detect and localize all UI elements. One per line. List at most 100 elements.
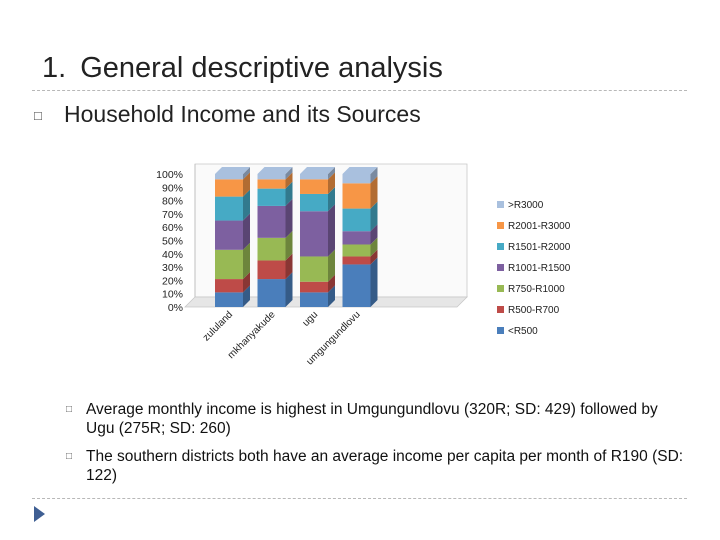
bar-segment-side bbox=[285, 167, 293, 180]
bar-segment-side bbox=[243, 242, 250, 280]
bar-segment bbox=[342, 256, 371, 265]
square-bullet-icon: □ bbox=[66, 451, 73, 462]
bar-segment-side bbox=[370, 224, 378, 245]
legend-swatch bbox=[497, 285, 504, 292]
y-tick-label: 40% bbox=[162, 249, 183, 261]
slide-title: 1. General descriptive analysis bbox=[42, 52, 443, 85]
legend-label: R500-R700 bbox=[508, 305, 560, 316]
y-tick-label: 80% bbox=[162, 196, 183, 208]
bar-segment-side bbox=[243, 167, 250, 180]
bar-segment-side bbox=[328, 249, 335, 282]
legend-label: R2001-R3000 bbox=[508, 221, 571, 232]
bar-segment bbox=[300, 211, 328, 257]
bar-segment-side bbox=[328, 172, 335, 194]
bullet-text-1: Average monthly income is highest in Umg… bbox=[86, 401, 658, 437]
y-tick-label: 10% bbox=[162, 289, 183, 301]
bar-segment-side bbox=[285, 181, 293, 206]
bar-segment bbox=[342, 183, 371, 209]
y-tick-label: 30% bbox=[162, 262, 183, 274]
bar-segment-side bbox=[328, 186, 335, 212]
bar-segment-side bbox=[328, 204, 335, 257]
bar-top-face bbox=[215, 167, 250, 174]
bar-segment-side bbox=[243, 285, 250, 307]
legend-swatch bbox=[497, 222, 504, 229]
bar-segment bbox=[300, 193, 328, 212]
bar-segment-side bbox=[370, 201, 378, 232]
bar-segment bbox=[342, 231, 371, 245]
bar-segment bbox=[257, 179, 286, 189]
legend-label: >R3000 bbox=[508, 200, 544, 211]
bar-segment-side bbox=[243, 213, 250, 250]
footer-divider bbox=[32, 498, 687, 499]
legend-label: <R500 bbox=[508, 326, 538, 337]
bar-segment bbox=[257, 260, 286, 280]
y-tick-label: 90% bbox=[162, 182, 183, 194]
bar-segment-side bbox=[370, 167, 378, 184]
x-tick-label: ugu bbox=[301, 309, 321, 329]
x-tick-label: zululand bbox=[201, 309, 235, 343]
bar-segment-side bbox=[285, 272, 293, 307]
legend-swatch bbox=[497, 327, 504, 334]
bar-segment bbox=[257, 279, 286, 307]
legend-label: R1001-R1500 bbox=[508, 263, 571, 274]
bar-segment-side bbox=[328, 274, 335, 293]
play-triangle-icon[interactable] bbox=[34, 506, 45, 522]
title-text: General descriptive analysis bbox=[80, 52, 443, 84]
title-divider bbox=[32, 90, 687, 91]
bar-segment bbox=[300, 281, 328, 293]
bar-segment bbox=[300, 256, 328, 282]
bar-segment bbox=[257, 174, 286, 180]
bar-segment bbox=[257, 205, 286, 238]
bar-segment bbox=[342, 264, 371, 307]
bar-segment-side bbox=[243, 272, 250, 293]
bar-segment bbox=[215, 196, 243, 221]
income-stacked-bar-chart: 0%10% 20%30%40%50% 60%70%80% 90%100% zululan… bbox=[156, 163, 571, 367]
bar-top-face bbox=[342, 167, 378, 174]
bullet-text-2: The southern districts both have an aver… bbox=[86, 448, 684, 484]
bar-segment bbox=[215, 179, 243, 197]
square-bullet-icon: □ bbox=[34, 108, 42, 123]
square-bullet-icon: □ bbox=[66, 404, 73, 415]
bar-segment-side bbox=[285, 172, 293, 189]
legend-swatch bbox=[497, 201, 504, 208]
bar-segment bbox=[300, 174, 328, 180]
bar-segment bbox=[215, 174, 243, 180]
bar-segment bbox=[215, 292, 243, 307]
bar-segment bbox=[257, 188, 286, 206]
legend-swatch bbox=[497, 306, 504, 313]
bar-segment-side bbox=[285, 230, 293, 261]
bar-top-face bbox=[300, 167, 335, 174]
bar-segment bbox=[215, 279, 243, 293]
y-tick-label: 100% bbox=[156, 169, 183, 181]
y-tick-label: 50% bbox=[162, 236, 183, 248]
legend-label: R750-R1000 bbox=[508, 284, 565, 295]
bar-segment-side bbox=[243, 172, 250, 197]
bar-segment bbox=[342, 244, 371, 257]
bar-segment-side bbox=[243, 189, 250, 221]
bar-segment bbox=[215, 249, 243, 280]
bar-segment bbox=[342, 208, 371, 232]
bar-top-face bbox=[257, 167, 293, 174]
bar-segment-side bbox=[328, 285, 335, 307]
bar-segment-side bbox=[285, 198, 293, 238]
title-number: 1. bbox=[42, 52, 67, 84]
bar-segment bbox=[300, 292, 328, 307]
bar-segment bbox=[342, 174, 371, 184]
bar-segment bbox=[215, 220, 243, 250]
legend-swatch bbox=[497, 243, 504, 250]
bar-segment-side bbox=[370, 257, 378, 307]
bar-segment bbox=[257, 237, 286, 261]
y-tick-label: 70% bbox=[162, 209, 183, 221]
bar-segment-side bbox=[370, 249, 378, 265]
subtitle: Household Income and its Sources bbox=[64, 101, 421, 127]
bar-segment-side bbox=[370, 176, 378, 209]
bar-segment-side bbox=[285, 253, 293, 280]
y-tick-label: 0% bbox=[168, 302, 183, 314]
bar-segment-side bbox=[328, 167, 335, 180]
legend-swatch bbox=[497, 264, 504, 271]
bar-segment bbox=[300, 179, 328, 194]
bar-segment-side bbox=[370, 237, 378, 257]
legend-label: R1501-R2000 bbox=[508, 242, 571, 253]
y-tick-label: 20% bbox=[162, 275, 183, 287]
y-tick-label: 60% bbox=[162, 222, 183, 234]
